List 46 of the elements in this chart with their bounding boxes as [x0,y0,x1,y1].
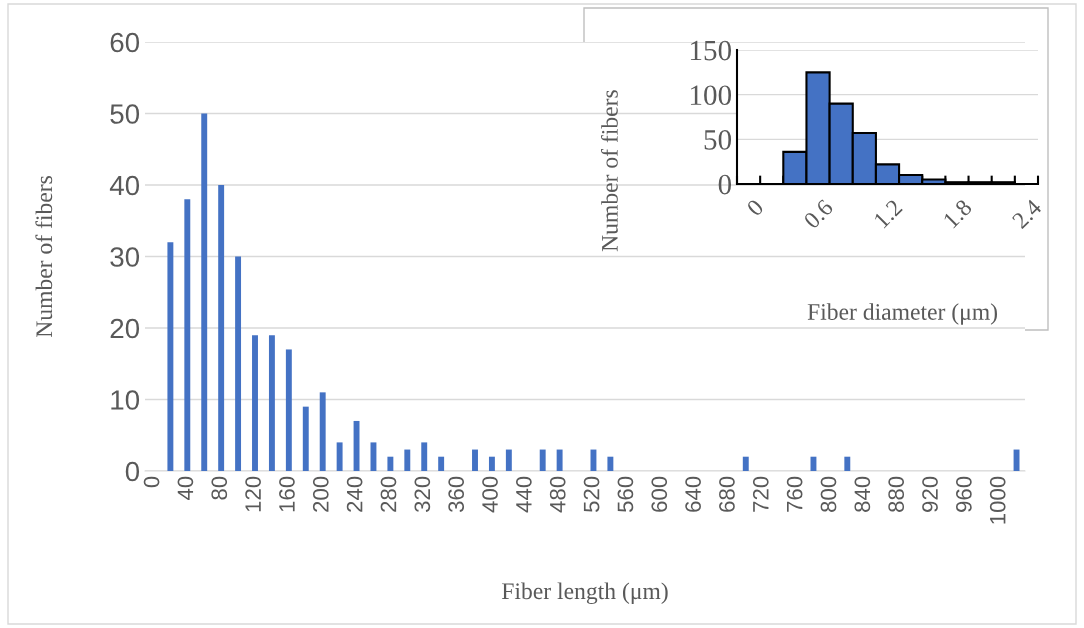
x-axis-title: Fiber diameter (μm) [807,303,998,325]
y-tick-label: 40 [109,175,140,196]
y-tick-label: 30 [110,247,140,267]
x-tick-label: 40 [177,476,194,501]
x-axis-title: Fiber length (μm) [501,582,668,605]
x-tick-label: 920 [922,476,938,512]
x-tick-label: 1.2 [873,198,904,229]
y-tick-label: 50 [110,104,140,124]
x-tick-label: 280 [380,476,397,512]
x-tick-label: 560 [617,476,634,513]
x-tick-label: 320 [414,476,431,513]
x-tick-label: 760 [786,476,803,512]
x-tick-label: 0 [143,476,160,488]
x-tick-label: 0 [745,198,765,217]
x-tick-label: 120 [245,476,261,512]
x-tick-label: 80 [211,476,228,500]
x-tick-label: 440 [516,476,532,513]
x-tick-label: 720 [752,476,769,512]
x-tick-label: 0.6 [802,198,834,230]
x-tick-label: 800 [820,476,837,512]
x-tick-label: 600 [651,476,668,512]
y-tick-label: 150 [690,40,732,61]
x-tick-label: 640 [685,476,701,512]
x-tick-label: 200 [312,476,329,512]
x-tick-label: 400 [482,476,498,513]
y-tick-label: 60 [110,32,140,53]
y-tick-label: 100 [690,85,732,106]
y-axis-title: Number of fibers [35,176,53,338]
y-axis-title: Number of fibers [600,90,618,252]
x-tick-label: 2.4 [1011,198,1043,230]
x-tick-label: 680 [719,476,735,512]
x-tick-label: 840 [854,476,871,512]
x-tick-label: 960 [956,476,972,512]
x-tick-label: 1000 [989,476,1006,524]
y-tick-label: 0 [718,174,732,195]
x-tick-label: 1.8 [942,198,973,229]
y-tick-label: 50 [704,130,732,150]
x-tick-label: 240 [346,476,363,512]
x-tick-label: 160 [279,476,295,512]
x-tick-label: 880 [888,476,905,512]
x-tick-label: 360 [448,476,465,513]
x-tick-label: 520 [583,476,600,513]
y-tick-label: 10 [111,390,140,410]
x-tick-label: 480 [549,476,566,513]
y-tick-label: 0 [125,461,140,482]
y-tick-label: 20 [110,318,140,339]
